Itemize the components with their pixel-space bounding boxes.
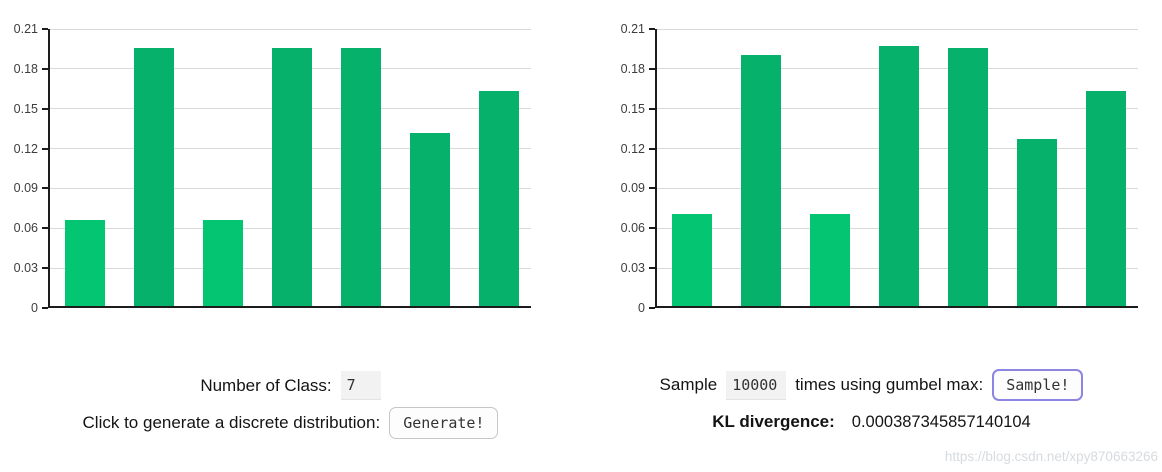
- sampled-distribution-bar-4: [947, 48, 988, 306]
- gridline: [50, 28, 531, 30]
- sampled-distribution-plot-area: 0 0.03 0.06 0.09 0.12 0.15 0.18 0.21: [621, 22, 1138, 315]
- y-axis-tick: [42, 227, 48, 230]
- class-count-input[interactable]: [340, 371, 381, 400]
- y-axis-tick-label: 0.03: [13, 261, 38, 276]
- target-distribution-bar-1: [133, 48, 174, 306]
- class-count-label: Number of Class:: [200, 375, 332, 395]
- y-axis-tick-label: 0.06: [13, 221, 38, 236]
- sampled-distribution-chart: 0 0.03 0.06 0.09 0.12 0.15 0.18 0.21: [581, 0, 1162, 340]
- y-axis-tick-label: 0.09: [13, 181, 38, 196]
- watermark-url: https://blog.csdn.net/xpy870663266: [944, 449, 1158, 464]
- target-distribution-plot-area: 0 0.03 0.06 0.09 0.12 0.15 0.18 0.21: [14, 22, 531, 315]
- sample-suffix-label: times using gumbel max:: [795, 375, 984, 394]
- target-distribution-chart: 0 0.03 0.06 0.09 0.12 0.15 0.18 0.21: [0, 0, 581, 340]
- generate-label: Click to generate a discrete distributio…: [82, 413, 381, 432]
- y-axis-tick-label: 0.21: [620, 22, 645, 36]
- y-axis-tick-label: 0.12: [13, 141, 38, 156]
- sample-button[interactable]: Sample!: [992, 369, 1084, 401]
- y-axis-tick: [649, 67, 655, 70]
- y-axis-tick-label: 0: [31, 301, 38, 315]
- y-axis-tick-label: 0.21: [13, 22, 38, 36]
- sample-prefix-label: Sample: [659, 375, 718, 394]
- kl-divergence-label: KL divergence:: [712, 412, 835, 431]
- y-axis-tick-label: 0.03: [620, 261, 645, 276]
- sampled-distribution-bar-2: [809, 214, 850, 306]
- sample-row: Sample times using gumbel max: Sample!: [581, 369, 1162, 401]
- target-distribution-bar-0: [64, 219, 105, 306]
- y-axis-tick: [42, 28, 48, 30]
- kl-divergence-value: 0.000387345857140104: [851, 412, 1031, 431]
- y-axis-tick-label: 0: [638, 301, 645, 315]
- generate-row: Click to generate a discrete distributio…: [0, 407, 581, 439]
- sample-count-input[interactable]: [726, 370, 787, 400]
- sampled-distribution-bar-0: [671, 214, 712, 306]
- sampled-distribution-bar-5: [1016, 138, 1057, 306]
- y-axis-tick-label: 0.15: [13, 101, 38, 116]
- y-axis-tick: [649, 187, 655, 190]
- class-count-row: Number of Class:: [0, 371, 581, 400]
- target-distribution-bar-3: [271, 48, 312, 306]
- y-axis-tick: [42, 67, 48, 70]
- y-axis-tick: [649, 307, 655, 309]
- y-axis-tick: [42, 307, 48, 309]
- y-axis-tick-label: 0.06: [620, 221, 645, 236]
- y-axis-tick-label: 0.15: [620, 101, 645, 116]
- gridline: [657, 28, 1138, 30]
- target-distribution-bar-5: [409, 133, 450, 306]
- y-axis-tick: [42, 267, 48, 270]
- y-axis-tick-label: 0.12: [620, 141, 645, 156]
- target-distribution-bar-6: [478, 90, 519, 306]
- generate-button[interactable]: Generate!: [389, 407, 499, 439]
- y-axis-tick: [42, 147, 48, 150]
- y-axis-tick: [42, 187, 48, 190]
- y-axis-tick: [649, 107, 655, 110]
- target-distribution-bar-2: [202, 219, 243, 306]
- y-axis-tick: [42, 107, 48, 110]
- kl-divergence-row: KL divergence: 0.000387345857140104: [581, 412, 1162, 432]
- y-axis-tick: [649, 28, 655, 30]
- y-axis-tick: [649, 147, 655, 150]
- y-axis-tick-label: 0.18: [13, 61, 38, 76]
- y-axis-tick: [649, 227, 655, 230]
- sampled-distribution-bar-3: [878, 45, 919, 306]
- sampled-distribution-bar-6: [1085, 90, 1126, 306]
- target-distribution-bar-4: [340, 48, 381, 306]
- y-axis-tick-label: 0.09: [620, 181, 645, 196]
- y-axis-tick-label: 0.18: [620, 61, 645, 76]
- sampled-distribution-bar-1: [740, 54, 781, 306]
- y-axis-tick: [649, 267, 655, 270]
